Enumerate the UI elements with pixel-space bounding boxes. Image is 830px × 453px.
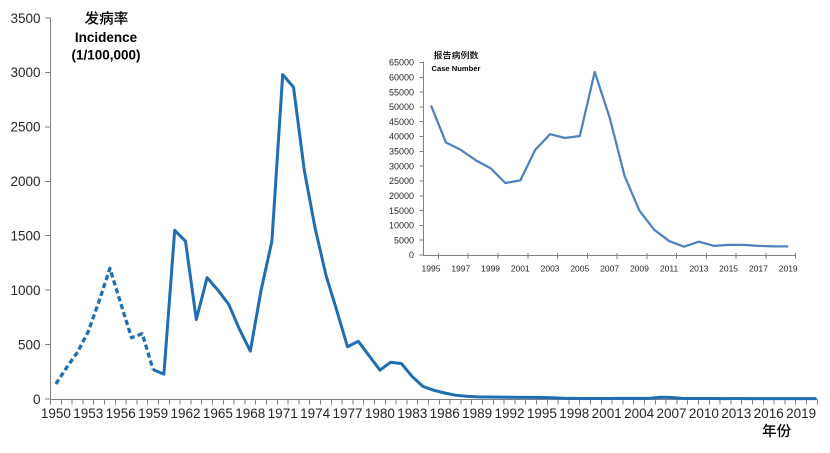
svg-text:2019: 2019 <box>786 406 816 421</box>
svg-text:1998: 1998 <box>559 406 589 421</box>
svg-text:2007: 2007 <box>600 263 619 273</box>
svg-text:1995: 1995 <box>527 406 557 421</box>
svg-text:2010: 2010 <box>689 406 719 421</box>
svg-text:50000: 50000 <box>389 102 414 112</box>
svg-text:60000: 60000 <box>389 73 414 83</box>
svg-text:1999: 1999 <box>481 263 500 273</box>
svg-text:Case Number: Case Number <box>432 64 481 73</box>
svg-text:1989: 1989 <box>462 406 492 421</box>
svg-text:1986: 1986 <box>430 406 460 421</box>
svg-text:1974: 1974 <box>300 406 331 421</box>
svg-text:1980: 1980 <box>365 406 395 421</box>
svg-text:1959: 1959 <box>138 406 168 421</box>
svg-text:2013: 2013 <box>721 406 751 421</box>
svg-text:5000: 5000 <box>394 235 414 245</box>
svg-text:1997: 1997 <box>451 263 470 273</box>
svg-text:3000: 3000 <box>10 65 40 80</box>
svg-text:2019: 2019 <box>779 263 798 273</box>
svg-text:20000: 20000 <box>389 191 414 201</box>
svg-text:0: 0 <box>33 392 41 407</box>
svg-text:1968: 1968 <box>235 406 265 421</box>
svg-text:1000: 1000 <box>10 283 40 298</box>
svg-text:2011: 2011 <box>660 263 679 273</box>
svg-text:1953: 1953 <box>73 406 103 421</box>
svg-text:2017: 2017 <box>749 263 768 273</box>
svg-text:65000: 65000 <box>389 58 414 68</box>
svg-text:2000: 2000 <box>10 174 40 189</box>
svg-text:Incidence: Incidence <box>75 30 138 45</box>
svg-text:1962: 1962 <box>170 406 200 421</box>
svg-text:1971: 1971 <box>268 406 298 421</box>
svg-text:1956: 1956 <box>106 406 136 421</box>
svg-text:25000: 25000 <box>389 176 414 186</box>
svg-text:1995: 1995 <box>422 263 441 273</box>
svg-text:2015: 2015 <box>719 263 738 273</box>
svg-text:500: 500 <box>18 337 41 352</box>
svg-text:10000: 10000 <box>389 221 414 231</box>
svg-text:2001: 2001 <box>592 406 622 421</box>
svg-text:2013: 2013 <box>689 263 708 273</box>
svg-text:3500: 3500 <box>10 11 40 26</box>
svg-text:1977: 1977 <box>332 406 362 421</box>
svg-text:1983: 1983 <box>397 406 427 421</box>
svg-text:55000: 55000 <box>389 87 414 97</box>
svg-text:1950: 1950 <box>41 406 71 421</box>
svg-text:2016: 2016 <box>754 406 784 421</box>
svg-text:45000: 45000 <box>389 117 414 127</box>
svg-text:2001: 2001 <box>511 263 530 273</box>
svg-text:2005: 2005 <box>570 263 589 273</box>
svg-text:1965: 1965 <box>203 406 233 421</box>
svg-text:1500: 1500 <box>10 229 40 244</box>
svg-text:(1/100,000): (1/100,000) <box>71 48 140 63</box>
svg-text:2003: 2003 <box>541 263 560 273</box>
svg-text:15000: 15000 <box>389 206 414 216</box>
svg-text:0: 0 <box>409 250 414 260</box>
svg-text:2500: 2500 <box>10 120 40 135</box>
svg-text:30000: 30000 <box>389 161 414 171</box>
svg-text:35000: 35000 <box>389 147 414 157</box>
svg-text:1992: 1992 <box>494 406 524 421</box>
svg-text:2009: 2009 <box>630 263 649 273</box>
svg-text:40000: 40000 <box>389 132 414 142</box>
svg-text:2004: 2004 <box>624 406 655 421</box>
svg-text:2007: 2007 <box>656 406 686 421</box>
